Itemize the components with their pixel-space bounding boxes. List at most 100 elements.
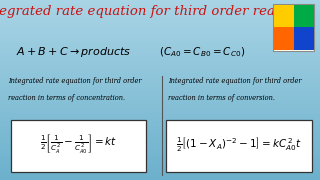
Bar	[0, 148, 320, 149]
Bar	[0, 73, 320, 74]
Bar	[0, 163, 320, 164]
Bar	[0, 37, 320, 38]
Text: $A + B + C \rightarrow products$: $A + B + C \rightarrow products$	[16, 45, 131, 59]
Bar	[0, 122, 320, 123]
Bar	[0, 15, 320, 16]
FancyBboxPatch shape	[166, 120, 312, 172]
Bar	[0, 100, 320, 101]
Bar	[0, 75, 320, 76]
Bar	[0, 89, 320, 90]
Bar	[0, 171, 320, 172]
Bar	[0, 3, 320, 4]
Bar	[0, 158, 320, 159]
Bar	[0, 21, 320, 22]
Bar	[0, 76, 320, 77]
Bar	[0, 151, 320, 152]
Bar	[0, 64, 320, 65]
Bar	[0, 85, 320, 86]
Bar	[0, 147, 320, 148]
Bar	[0, 155, 320, 156]
Bar	[0, 68, 320, 69]
Bar	[0, 45, 320, 46]
Bar	[0, 118, 320, 119]
Bar	[0, 128, 320, 129]
Bar	[0, 106, 320, 107]
Bar	[0, 111, 320, 112]
Bar	[0, 97, 320, 98]
Bar	[0, 66, 320, 67]
Bar	[0, 23, 320, 24]
Bar	[274, 28, 294, 50]
Bar	[0, 14, 320, 15]
Bar	[0, 169, 320, 170]
Bar	[0, 104, 320, 105]
Bar	[0, 101, 320, 102]
Bar	[0, 11, 320, 12]
Bar	[0, 131, 320, 132]
Bar	[0, 34, 320, 35]
Bar	[0, 174, 320, 175]
Bar	[0, 22, 320, 23]
Text: Integrated rate equation for third order: Integrated rate equation for third order	[168, 77, 301, 85]
Bar	[0, 92, 320, 93]
Bar	[0, 136, 320, 137]
Bar	[0, 49, 320, 50]
Bar	[0, 134, 320, 135]
Bar	[0, 53, 320, 54]
Bar	[0, 42, 320, 43]
Bar	[0, 88, 320, 89]
Bar	[0, 94, 320, 95]
Bar	[0, 121, 320, 122]
Bar	[0, 109, 320, 110]
Bar	[0, 110, 320, 111]
Bar	[0, 63, 320, 64]
Bar	[0, 127, 320, 128]
Bar	[0, 153, 320, 154]
Bar	[0, 116, 320, 117]
Bar	[0, 43, 320, 44]
FancyBboxPatch shape	[11, 120, 146, 172]
Bar	[0, 114, 320, 115]
Bar	[0, 87, 320, 88]
Bar	[0, 81, 320, 82]
Bar	[0, 160, 320, 161]
Bar	[0, 8, 320, 9]
Bar	[0, 83, 320, 84]
Bar	[274, 4, 294, 28]
Bar	[0, 12, 320, 13]
Bar	[0, 112, 320, 113]
Text: Integrated rate equation for third order: Integrated rate equation for third order	[8, 77, 141, 85]
Bar	[0, 50, 320, 51]
Bar	[0, 84, 320, 85]
Bar	[0, 4, 320, 5]
Bar	[0, 16, 320, 17]
Bar	[0, 143, 320, 144]
Bar	[0, 130, 320, 131]
Bar	[0, 1, 320, 2]
Bar	[0, 162, 320, 163]
Bar	[0, 164, 320, 165]
Bar	[0, 32, 320, 33]
Bar	[0, 159, 320, 160]
Bar	[0, 19, 320, 20]
Bar	[0, 120, 320, 121]
Bar	[0, 80, 320, 81]
Bar	[0, 96, 320, 97]
Bar	[0, 57, 320, 58]
Bar	[0, 69, 320, 70]
Bar	[0, 82, 320, 83]
Bar	[294, 28, 314, 50]
Bar	[0, 95, 320, 96]
Text: $(C_{A0} = C_{B0} = C_{C0})$: $(C_{A0} = C_{B0} = C_{C0})$	[158, 45, 245, 59]
Bar	[0, 41, 320, 42]
Bar	[0, 166, 320, 167]
Bar	[0, 139, 320, 140]
Bar	[0, 70, 320, 71]
Bar	[0, 86, 320, 87]
Bar	[0, 179, 320, 180]
FancyBboxPatch shape	[273, 4, 314, 51]
Bar	[0, 91, 320, 92]
Bar	[294, 4, 314, 28]
Bar	[0, 123, 320, 124]
Bar	[0, 2, 320, 3]
